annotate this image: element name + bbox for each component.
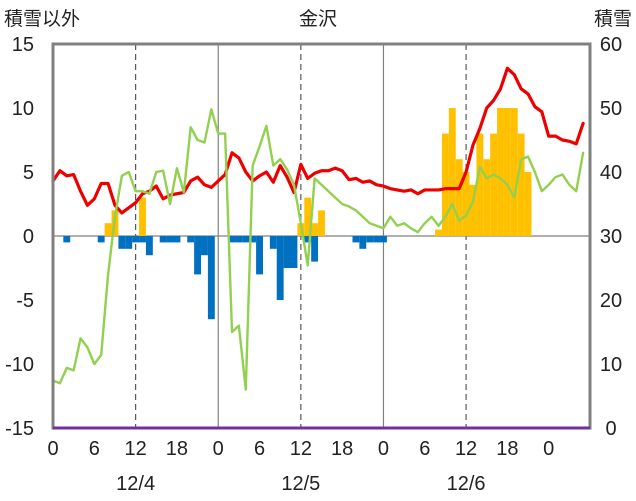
x-tick-label: 6 (254, 438, 265, 460)
bar-layer (63, 108, 532, 320)
left-tick-label: -15 (5, 418, 34, 440)
bar (462, 172, 470, 236)
bar (269, 236, 277, 249)
left-ticks: 15 10 5 0 -5 -10 -15 (5, 34, 34, 440)
bar (139, 236, 146, 243)
day-label: 12/5 (281, 473, 320, 495)
bar (63, 236, 71, 243)
bar (139, 197, 146, 236)
bar (194, 236, 202, 275)
right-tick-label: 30 (600, 226, 622, 248)
bar (517, 133, 525, 236)
x-tick-label: 12 (455, 438, 477, 460)
bar (290, 236, 298, 268)
right-tick-label: 60 (600, 34, 622, 56)
bar (187, 236, 195, 243)
bar (352, 236, 360, 243)
bar (490, 133, 498, 236)
bar (318, 210, 325, 236)
series-line-3 (51, 108, 585, 391)
bar (435, 229, 442, 236)
x-tick-label: 12 (290, 438, 312, 460)
bar (304, 236, 312, 243)
right-tick-label: 0 (605, 418, 616, 440)
bar (483, 159, 491, 236)
day-label: 12/6 (447, 473, 486, 495)
bar (469, 184, 477, 236)
bar (173, 236, 181, 243)
bar (283, 236, 291, 268)
bar (228, 236, 236, 243)
left-tick-label: 5 (23, 162, 34, 184)
day-labels: 12/4 12/5 12/6 (116, 473, 485, 495)
x-tick-label: 0 (543, 438, 554, 460)
x-tick-label: 18 (496, 438, 518, 460)
bar (510, 108, 518, 236)
x-tick-label: 0 (47, 438, 58, 460)
x-tick-label: 0 (213, 438, 224, 460)
bar (448, 108, 456, 236)
bar (311, 223, 319, 236)
bar (276, 236, 284, 300)
bar (235, 236, 243, 243)
left-tick-label: 10 (12, 98, 34, 120)
x-tick-label: 6 (89, 438, 100, 460)
x-tick-label: 6 (419, 438, 430, 460)
chart-title: 金沢 (299, 8, 337, 30)
bar (311, 236, 319, 262)
x-ticks: 0 6 12 18 0 6 12 18 0 6 12 18 0 (47, 438, 554, 460)
bar (166, 236, 174, 243)
bar (366, 236, 374, 243)
x-tick-label: 12 (124, 438, 146, 460)
bar (441, 133, 449, 236)
bar (497, 108, 504, 236)
series-line-2 (51, 66, 585, 215)
left-tick-label: 15 (12, 34, 34, 56)
bar (503, 108, 511, 236)
left-axis-label: 積雪以外 (4, 8, 80, 30)
left-tick-label: 0 (23, 226, 34, 248)
bar (256, 236, 263, 275)
bar (125, 236, 133, 249)
bar (304, 197, 312, 236)
bar (104, 223, 112, 236)
right-ticks: 60 50 40 30 20 10 0 (600, 34, 622, 440)
bar (159, 236, 167, 243)
bar (373, 236, 381, 243)
right-tick-label: 40 (600, 162, 622, 184)
right-tick-label: 20 (600, 290, 622, 312)
bar (242, 236, 250, 243)
bar (145, 236, 153, 256)
bar (359, 236, 367, 249)
day-label: 12/4 (116, 473, 155, 495)
bar (97, 236, 105, 243)
right-tick-label: 50 (600, 98, 622, 120)
x-tick-label: 0 (378, 438, 389, 460)
bar (201, 236, 208, 256)
left-tick-label: -10 (5, 354, 34, 376)
right-tick-label: 10 (600, 354, 622, 376)
right-axis-label: 積雪 (594, 8, 632, 30)
bar (207, 236, 215, 320)
bar (118, 236, 126, 249)
bar (524, 172, 532, 236)
bar (476, 133, 484, 236)
left-tick-label: -5 (16, 290, 34, 312)
bar (132, 236, 140, 243)
bar (455, 159, 463, 236)
x-tick-label: 18 (166, 438, 188, 460)
bar (380, 236, 387, 243)
x-tick-label: 18 (331, 438, 353, 460)
bar (249, 236, 257, 243)
